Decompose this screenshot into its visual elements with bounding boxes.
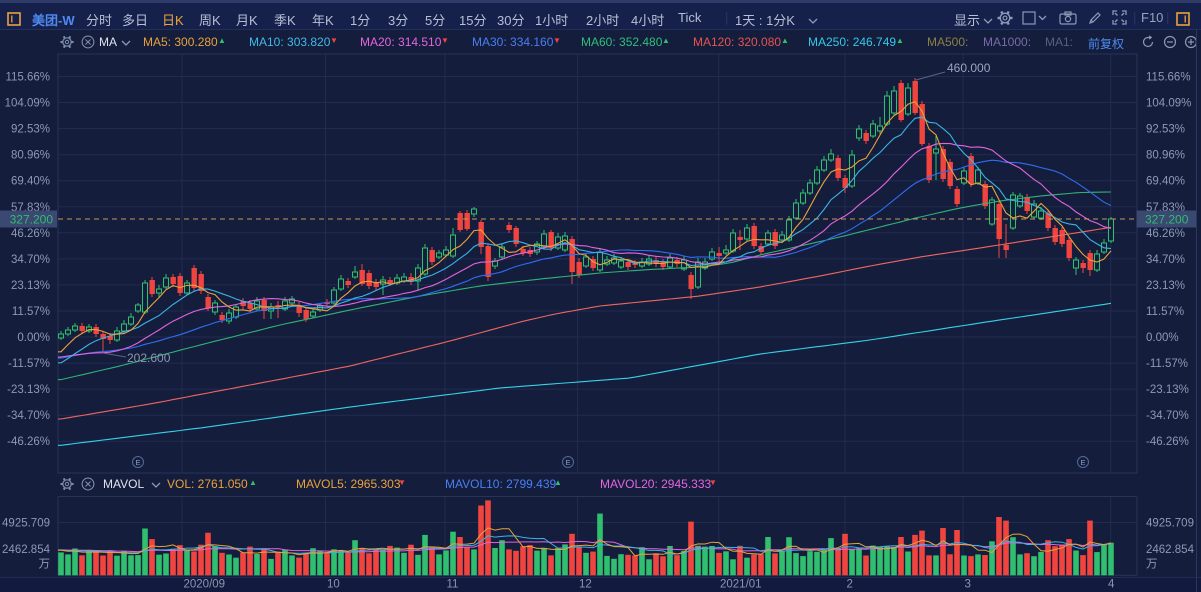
svg-text:202.600: 202.600 [127, 351, 171, 365]
svg-text:327.200: 327.200 [10, 213, 54, 227]
svg-text:-34.70%: -34.70% [1146, 410, 1189, 422]
svg-text:46.26%: 46.26% [1146, 228, 1185, 240]
svg-text:23.13%: 23.13% [11, 280, 50, 292]
svg-text:23.13%: 23.13% [1146, 280, 1185, 292]
svg-text:34.70%: 34.70% [11, 254, 50, 266]
svg-text:69.40%: 69.40% [1146, 176, 1185, 188]
svg-text:E: E [135, 458, 140, 467]
svg-text:92.53%: 92.53% [11, 124, 50, 136]
svg-text:2020/09: 2020/09 [184, 579, 226, 591]
svg-text:0.00%: 0.00% [17, 332, 50, 344]
svg-text:460.000: 460.000 [947, 61, 991, 75]
svg-text:4925.709: 4925.709 [1146, 518, 1194, 530]
svg-text:10: 10 [327, 579, 340, 591]
svg-text:E: E [1080, 458, 1085, 467]
svg-text:4: 4 [1108, 579, 1115, 591]
svg-text:-46.26%: -46.26% [7, 436, 50, 448]
svg-text:-34.70%: -34.70% [7, 410, 50, 422]
svg-text:-11.57%: -11.57% [8, 358, 50, 370]
svg-text:80.96%: 80.96% [1146, 150, 1185, 162]
svg-text:2462.854: 2462.854 [2, 544, 51, 556]
svg-text:12: 12 [579, 579, 592, 591]
svg-text:327.200: 327.200 [1145, 213, 1189, 227]
svg-text:-23.13%: -23.13% [7, 384, 50, 396]
svg-text:80.96%: 80.96% [11, 150, 50, 162]
svg-text:4925.709: 4925.709 [2, 518, 50, 530]
svg-text:11.57%: 11.57% [1146, 306, 1184, 318]
svg-text:115.66%: 115.66% [1146, 72, 1191, 84]
svg-text:104.09%: 104.09% [5, 98, 50, 110]
svg-text:92.53%: 92.53% [1146, 124, 1185, 136]
svg-text:万: 万 [39, 559, 51, 571]
svg-text:0.00%: 0.00% [1146, 332, 1179, 344]
svg-text:E: E [565, 458, 570, 467]
svg-text:-46.26%: -46.26% [1146, 436, 1189, 448]
svg-text:69.40%: 69.40% [11, 176, 50, 188]
svg-text:2021/01: 2021/01 [720, 579, 762, 591]
svg-text:2462.854: 2462.854 [1146, 544, 1195, 556]
svg-text:11.57%: 11.57% [12, 306, 50, 318]
svg-text:万: 万 [1146, 559, 1158, 571]
svg-text:34.70%: 34.70% [1146, 254, 1185, 266]
svg-text:2: 2 [847, 579, 853, 591]
svg-text:11: 11 [447, 579, 459, 591]
svg-text:-11.57%: -11.57% [1146, 358, 1188, 370]
svg-text:104.09%: 104.09% [1146, 98, 1191, 110]
svg-text:115.66%: 115.66% [5, 72, 50, 84]
svg-text:-23.13%: -23.13% [1146, 384, 1189, 396]
svg-text:46.26%: 46.26% [11, 228, 50, 240]
svg-text:3: 3 [965, 579, 971, 591]
